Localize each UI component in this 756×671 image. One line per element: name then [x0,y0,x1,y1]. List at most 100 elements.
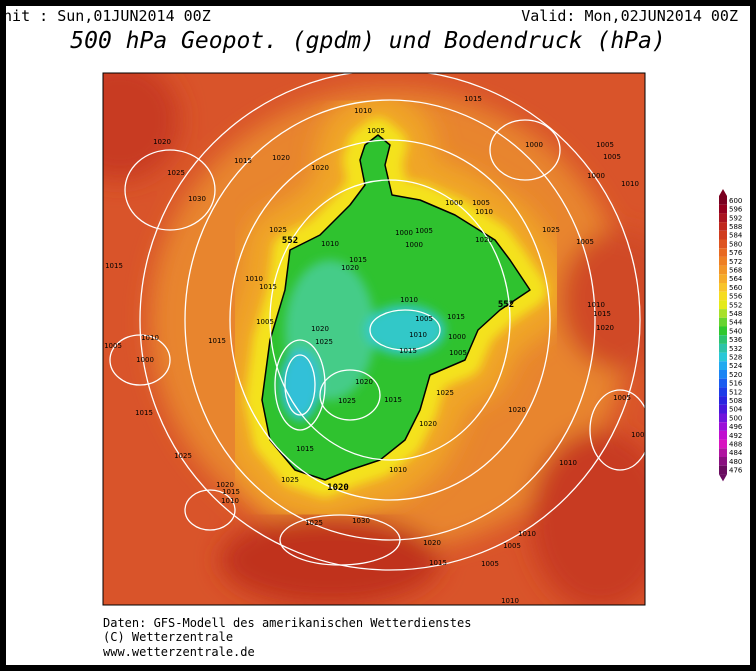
colorbar-cell [719,204,727,214]
colorbar-label: 528 [729,353,742,361]
isobar-label: 1005 [104,342,122,350]
isobar-label: 1015 [447,313,465,321]
isobar-label: 1005 [415,227,433,235]
colorbar-cell [719,274,727,283]
colorbar-label: 564 [729,275,743,283]
isobar-label: 1015 [259,283,277,291]
isobar-label: 1010 [389,466,407,474]
colorbar-cell [719,213,727,223]
colorbar-label: 560 [729,284,742,292]
isobar-label: 1010 [321,240,339,248]
colorbar-label: 576 [729,249,743,257]
isobar-label: 1005 [596,141,614,149]
colorbar-cell [719,256,727,266]
colorbar-label: 500 [729,414,742,422]
colorbar-cell [719,404,727,414]
isobar-label: 1020 [153,138,171,146]
colorbar-label: 504 [729,406,743,414]
colorbar-cell [719,291,727,301]
isobar-label: 1005 [576,238,594,246]
isobar-label: 1005 [603,153,621,161]
contour-label: 1020 [327,483,349,493]
colorbar-cell [719,361,727,370]
isobar-label: 1015 [222,488,240,496]
isobar-label: 1010 [518,530,536,538]
colorbar-label: 496 [729,423,743,431]
isobar-label: 1010 [501,597,519,605]
isobar-label: 1025 [315,338,333,346]
isobar-label: 1000 [395,229,413,237]
isobar-label: 1000 [405,241,423,249]
isobar-label: 1000 [587,172,605,180]
map-frame [102,72,646,606]
isobar-label: 1020 [272,154,290,162]
colorbar-label: 532 [729,345,742,353]
isobar-label: 1005 [472,199,490,207]
isobar-label: 1015 [429,559,447,567]
isobar-label: 1020 [423,539,441,547]
colorbar-label: 588 [729,223,742,231]
colorbar-label: 596 [729,206,743,214]
isobar-label: 1020 [311,325,329,333]
colorbar-cell [719,413,727,423]
colorbar-cell [719,300,727,310]
isobar-label: 1025 [174,452,192,460]
isobar-label: 1015 [593,310,611,318]
isobar-label: 1015 [208,337,226,345]
isobar-label: 1020 [419,420,437,428]
isobar-label: 1005 [449,349,467,357]
valid-time: Valid: Mon,02JUN2014 00Z [521,7,738,25]
isobar-label: 1015 [234,157,252,165]
colorbar-label: 540 [729,327,742,335]
isobar-label: 1005 [481,560,499,568]
colorbar-label: 508 [729,397,742,405]
colorbar-cell [719,248,727,257]
isobar-label: 1030 [352,517,370,525]
colorbar-cell [719,230,727,240]
isobar-label: 1010 [245,275,263,283]
colorbar-cell [719,283,727,292]
colorbar-cell [719,448,727,457]
isobar-label: 1010 [221,497,239,505]
isobar-label: 1025 [338,397,356,405]
isobar-label: 1010 [141,334,159,342]
isobar-label: 1000 [448,333,466,341]
colorbar-cap [719,474,727,482]
isobar-label: 1015 [135,409,153,417]
isobar-label: 1030 [188,195,206,203]
colorbar-cell [719,378,727,388]
colorbar-cell [719,196,727,205]
colorbar-label: 492 [729,432,742,440]
colorbar-label: 512 [729,388,742,396]
colorbar-cell [719,422,727,431]
colorbar-cell [719,239,727,249]
source-text: Daten: GFS-Modell des amerikanischen Wet… [103,616,471,630]
isobar-label: 1015 [296,445,314,453]
isobar-label: 1005 [503,542,521,550]
colorbar-label: 516 [729,380,743,388]
isobar-label: 1020 [355,378,373,386]
colorbar-label: 572 [729,258,742,266]
isobar-label: 1010 [559,459,577,467]
colorbar-label: 552 [729,301,742,309]
isobar-label: 1025 [436,389,454,397]
colorbar-cell [719,343,727,353]
isobar-label: 1000 [631,431,649,439]
isobar-label: 1025 [269,226,287,234]
colorbar-label: 480 [729,458,742,466]
isobar-label: 1015 [105,262,123,270]
colorbar-label: 568 [729,266,742,274]
colorbar-label: 592 [729,214,742,222]
isobar-label: 1005 [613,394,631,402]
url-text: www.wetterzentrale.de [103,645,255,659]
colorbar-label: 544 [729,319,743,327]
colorbar-label: 600 [729,197,742,205]
colorbar-label: 520 [729,371,742,379]
colorbar-label: 584 [729,232,743,240]
colorbar-cell [719,265,727,275]
isobar-label: 1020 [341,264,359,272]
isobar-label: 1010 [621,180,639,188]
colorbar-cell [719,396,727,405]
